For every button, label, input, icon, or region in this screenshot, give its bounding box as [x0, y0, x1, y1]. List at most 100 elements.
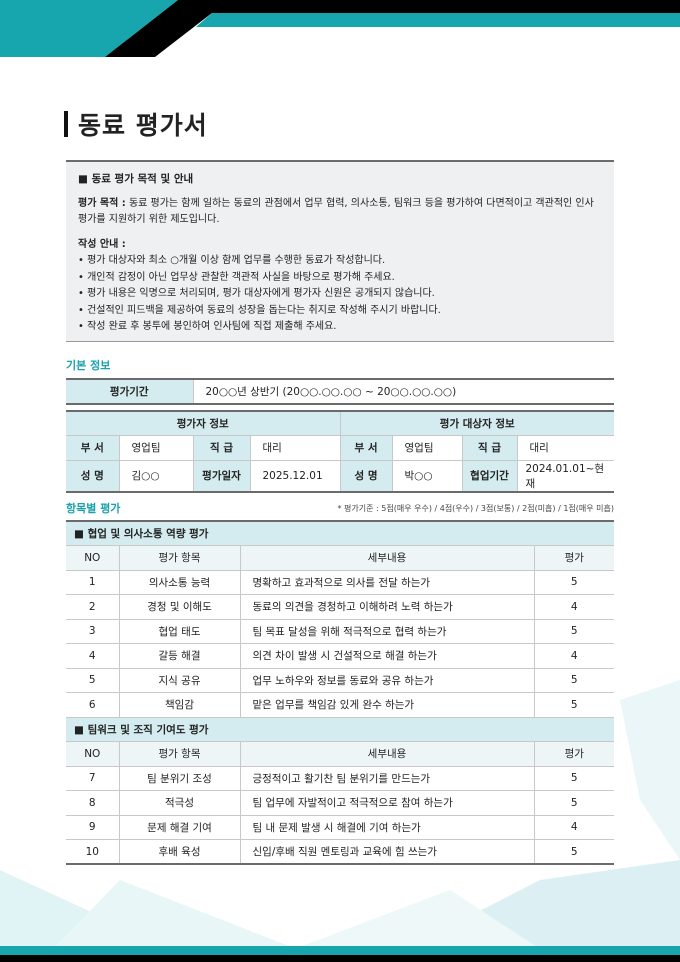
column-header: 세부내용 [239, 741, 535, 767]
list-item: 개인적 감정이 아닌 업무상 관찰한 객관적 사실을 바탕으로 평가해 주세요. [78, 270, 602, 287]
date-label: 평가일자 [192, 459, 251, 492]
group-header: ■ 팀워크 및 조직 기여도 평가 [66, 716, 614, 742]
period-value[interactable]: 20○○년 상반기 (20○○.○○.○○ ~ 20○○.○○.○○) [192, 378, 614, 404]
column-header: 세부내용 [239, 545, 535, 571]
row-score[interactable]: 5 [533, 765, 614, 791]
guide-heading: ■ 동료 평가 목적 및 안내 [78, 173, 194, 185]
column-header: 평가 항목 [118, 741, 241, 767]
row-no: 2 [66, 594, 120, 620]
list-item: 평가 대상자와 최소 ○개월 이상 함께 업무를 수행한 동료가 작성합니다. [78, 253, 602, 270]
row-detail: 명확하고 효과적으로 의사를 전달 하는가 [239, 569, 535, 595]
row-detail: 팀 내 문제 발생 시 해결에 기여 하는가 [239, 814, 535, 840]
group-header: ■ 협업 및 의사소통 역량 평가 [66, 520, 614, 546]
row-item: 의사소통 능력 [118, 569, 241, 595]
row-score[interactable]: 5 [533, 790, 614, 816]
column-header: NO [66, 741, 120, 767]
instructions-list: 평가 대상자와 최소 ○개월 이상 함께 업무를 수행한 동료가 작성합니다. … [78, 253, 602, 336]
row-score[interactable]: 4 [533, 643, 614, 669]
row-score[interactable]: 5 [533, 839, 614, 865]
table-row: 5 지식 공유 업무 노하우와 정보를 동료와 공유 하는가 5 [66, 667, 614, 693]
row-item: 경청 및 이해도 [118, 594, 241, 620]
row-detail: 동료의 의견을 경청하고 이해하려 노력 하는가 [239, 594, 535, 620]
column-header-row: NO 평가 항목 세부내용 평가 [66, 545, 614, 571]
column-header: NO [66, 545, 120, 571]
row-score[interactable]: 4 [533, 814, 614, 840]
row-score[interactable]: 5 [533, 667, 614, 693]
row-no: 3 [66, 618, 120, 644]
rating-criteria-note: * 평가기준 : 5점(매우 우수) / 4점(우수) / 3점(보통) / 2… [337, 504, 614, 513]
row-score[interactable]: 5 [533, 569, 614, 595]
row-no: 9 [66, 814, 120, 840]
purpose: 평가 목적 : 동료 평가는 함께 일하는 동료의 관점에서 업무 협력, 의사… [78, 196, 602, 229]
collab-period[interactable]: 2024.01.01~현재 [516, 459, 614, 492]
list-item: 건설적인 피드백을 제공하여 동료의 성장을 돕는다는 취지로 작성해 주시기 … [78, 303, 602, 320]
row-item: 책임감 [118, 692, 241, 718]
instructions-label: 작성 안내 : [78, 238, 126, 250]
evaluation-date[interactable]: 2025.12.01 [249, 459, 341, 492]
row-item: 문제 해결 기여 [118, 814, 241, 840]
title-text: 동료 평가서 [78, 111, 208, 140]
row-no: 8 [66, 790, 120, 816]
row-score[interactable]: 5 [533, 618, 614, 644]
evaluator-rank[interactable]: 대리 [249, 435, 341, 461]
evaluation-table: ■ 협업 및 의사소통 역량 평가 NO 평가 항목 세부내용 평가 1 의사소통 능력 명확… [66, 520, 614, 865]
target-dept[interactable]: 영업팀 [391, 435, 463, 461]
row-no: 1 [66, 569, 120, 595]
row-no: 4 [66, 643, 120, 669]
table-row: 1 의사소통 능력 명확하고 효과적으로 의사를 전달 하는가 5 [66, 569, 614, 595]
row-item: 적극성 [118, 790, 241, 816]
row-score[interactable]: 5 [533, 692, 614, 718]
row-detail: 긍정적이고 활기찬 팀 분위기를 만드는가 [239, 765, 535, 791]
list-item: 평가 내용은 익명으로 처리되며, 평가 대상자에게 평가자 신원은 공개되지 … [78, 286, 602, 303]
evaluator-name[interactable]: 김○○ [118, 459, 194, 492]
name-label: 성 명 [339, 459, 393, 492]
column-header: 평가 [533, 741, 614, 767]
column-header-row: NO 평가 항목 세부내용 평가 [66, 741, 614, 767]
column-header: 평가 항목 [118, 545, 241, 571]
list-item: 작성 완료 후 봉투에 봉인하여 인사팀에 직접 제출해 주세요. [78, 319, 602, 336]
evaluator-dept[interactable]: 영업팀 [118, 435, 194, 461]
title-bar [64, 111, 68, 137]
row-item: 지식 공유 [118, 667, 241, 693]
row-detail: 맡은 업무를 책임감 있게 완수 하는가 [239, 692, 535, 718]
row-detail: 신입/후배 직원 멘토링과 교육에 힘 쓰는가 [239, 839, 535, 865]
guide-box: ■ 동료 평가 목적 및 안내 평가 목적 : 동료 평가는 함께 일하는 동료… [66, 160, 614, 342]
column-header: 평가 [533, 545, 614, 571]
group-title: ■ 팀워크 및 조직 기여도 평가 [66, 716, 614, 742]
target-rank[interactable]: 대리 [516, 435, 614, 461]
row-no: 10 [66, 839, 120, 865]
rank-label: 직 급 [461, 435, 518, 461]
evaluator-header: 평가자 정보 [66, 410, 341, 436]
target-header: 평가 대상자 정보 [339, 410, 614, 436]
table-row: 6 책임감 맡은 업무를 책임감 있게 완수 하는가 5 [66, 692, 614, 718]
group-title: ■ 협업 및 의사소통 역량 평가 [66, 520, 614, 546]
purpose-text: 동료 평가는 함께 일하는 동료의 관점에서 업무 협력, 의사소통, 팀워크 … [78, 197, 594, 226]
row-no: 6 [66, 692, 120, 718]
table-row: 3 협업 태도 팀 목표 달성을 위해 적극적으로 협력 하는가 5 [66, 618, 614, 644]
row-detail: 의견 차이 발생 시 건설적으로 해결 하는가 [239, 643, 535, 669]
page-title: 동료 평가서 [64, 106, 208, 142]
row-score[interactable]: 4 [533, 594, 614, 620]
evaluation-heading: 항목별 평가 [66, 502, 121, 515]
row-item: 협업 태도 [118, 618, 241, 644]
row-no: 5 [66, 667, 120, 693]
row-item: 갈등 해결 [118, 643, 241, 669]
name-label: 성 명 [66, 459, 120, 492]
dept-label: 부 서 [66, 435, 120, 461]
period-table: 평가기간 20○○년 상반기 (20○○.○○.○○ ~ 20○○.○○.○○) [66, 378, 614, 405]
target-name[interactable]: 박○○ [391, 459, 463, 492]
row-detail: 팀 목표 달성을 위해 적극적으로 협력 하는가 [239, 618, 535, 644]
row-item: 팀 분위기 조성 [118, 765, 241, 791]
row-detail: 업무 노하우와 정보를 동료와 공유 하는가 [239, 667, 535, 693]
table-row: 8 적극성 팀 업무에 자발적이고 적극적으로 참여 하는가 5 [66, 790, 614, 816]
collab-period-label: 협업기간 [461, 459, 518, 492]
row-item: 후배 육성 [118, 839, 241, 865]
table-row: 10 후배 육성 신입/후배 직원 멘토링과 교육에 힘 쓰는가 5 [66, 839, 614, 865]
rank-label: 직 급 [192, 435, 251, 461]
row-detail: 팀 업무에 자발적이고 적극적으로 참여 하는가 [239, 790, 535, 816]
table-row: 2 경청 및 이해도 동료의 의견을 경청하고 이해하려 노력 하는가 4 [66, 594, 614, 620]
row-no: 7 [66, 765, 120, 791]
dept-label: 부 서 [339, 435, 393, 461]
